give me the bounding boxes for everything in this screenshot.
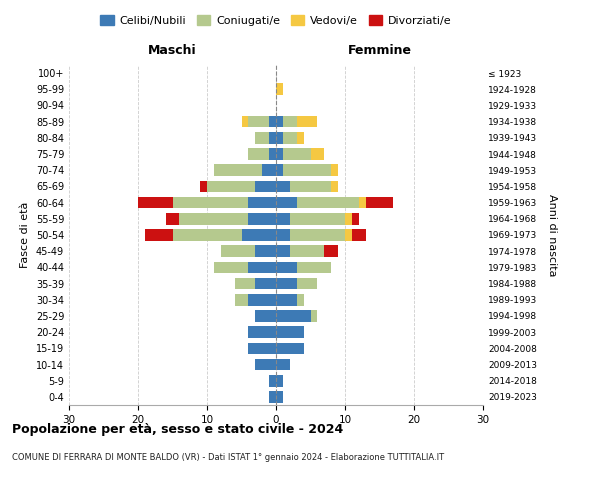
Text: Popolazione per età, sesso e stato civile - 2024: Popolazione per età, sesso e stato civil…: [12, 422, 343, 436]
Bar: [276, 342, 304, 354]
Bar: [248, 262, 276, 273]
Bar: [256, 246, 276, 257]
Bar: [276, 262, 296, 273]
Bar: [173, 229, 241, 241]
Bar: [296, 262, 331, 273]
Bar: [173, 197, 248, 208]
Bar: [241, 229, 276, 241]
Text: Maschi: Maschi: [148, 44, 197, 58]
Bar: [179, 213, 248, 224]
Text: Femmine: Femmine: [347, 44, 412, 58]
Bar: [276, 229, 290, 241]
Y-axis label: Anni di nascita: Anni di nascita: [547, 194, 557, 276]
Bar: [256, 180, 276, 192]
Bar: [290, 180, 331, 192]
Text: COMUNE DI FERRARA DI MONTE BALDO (VR) - Dati ISTAT 1° gennaio 2024 - Elaborazion: COMUNE DI FERRARA DI MONTE BALDO (VR) - …: [12, 452, 444, 462]
Bar: [248, 116, 269, 128]
Bar: [241, 116, 248, 128]
Bar: [256, 310, 276, 322]
Bar: [276, 358, 290, 370]
Bar: [256, 278, 276, 289]
Bar: [276, 132, 283, 143]
Bar: [283, 116, 296, 128]
Bar: [352, 213, 359, 224]
Bar: [311, 310, 317, 322]
Bar: [235, 278, 256, 289]
Bar: [331, 180, 338, 192]
Bar: [276, 326, 304, 338]
Bar: [248, 342, 276, 354]
Bar: [276, 148, 283, 160]
Bar: [276, 197, 296, 208]
Bar: [276, 164, 283, 176]
Bar: [345, 213, 352, 224]
Bar: [276, 375, 283, 386]
Bar: [325, 246, 338, 257]
Bar: [248, 326, 276, 338]
Bar: [276, 391, 283, 402]
Bar: [296, 278, 317, 289]
Bar: [290, 213, 345, 224]
Bar: [276, 116, 283, 128]
Bar: [276, 310, 311, 322]
Bar: [269, 148, 276, 160]
Bar: [166, 213, 179, 224]
Bar: [283, 164, 331, 176]
Bar: [200, 180, 207, 192]
Bar: [248, 294, 276, 306]
Bar: [276, 246, 290, 257]
Bar: [311, 148, 325, 160]
Bar: [290, 246, 325, 257]
Bar: [248, 213, 276, 224]
Bar: [290, 229, 345, 241]
Bar: [331, 164, 338, 176]
Bar: [235, 294, 248, 306]
Bar: [276, 294, 296, 306]
Bar: [207, 180, 256, 192]
Bar: [276, 213, 290, 224]
Bar: [296, 197, 359, 208]
Bar: [296, 116, 317, 128]
Bar: [366, 197, 394, 208]
Bar: [145, 229, 173, 241]
Bar: [221, 246, 256, 257]
Bar: [276, 278, 296, 289]
Bar: [352, 229, 366, 241]
Bar: [248, 148, 269, 160]
Legend: Celibi/Nubili, Coniugati/e, Vedovi/e, Divorziati/e: Celibi/Nubili, Coniugati/e, Vedovi/e, Di…: [96, 11, 456, 30]
Y-axis label: Fasce di età: Fasce di età: [20, 202, 30, 268]
Bar: [214, 164, 262, 176]
Bar: [269, 391, 276, 402]
Bar: [269, 132, 276, 143]
Bar: [256, 132, 269, 143]
Bar: [345, 229, 352, 241]
Bar: [269, 375, 276, 386]
Bar: [283, 132, 296, 143]
Bar: [256, 358, 276, 370]
Bar: [138, 197, 173, 208]
Bar: [262, 164, 276, 176]
Bar: [296, 132, 304, 143]
Bar: [296, 294, 304, 306]
Bar: [248, 197, 276, 208]
Bar: [359, 197, 365, 208]
Bar: [276, 180, 290, 192]
Bar: [214, 262, 248, 273]
Bar: [276, 84, 283, 95]
Bar: [269, 116, 276, 128]
Bar: [283, 148, 311, 160]
